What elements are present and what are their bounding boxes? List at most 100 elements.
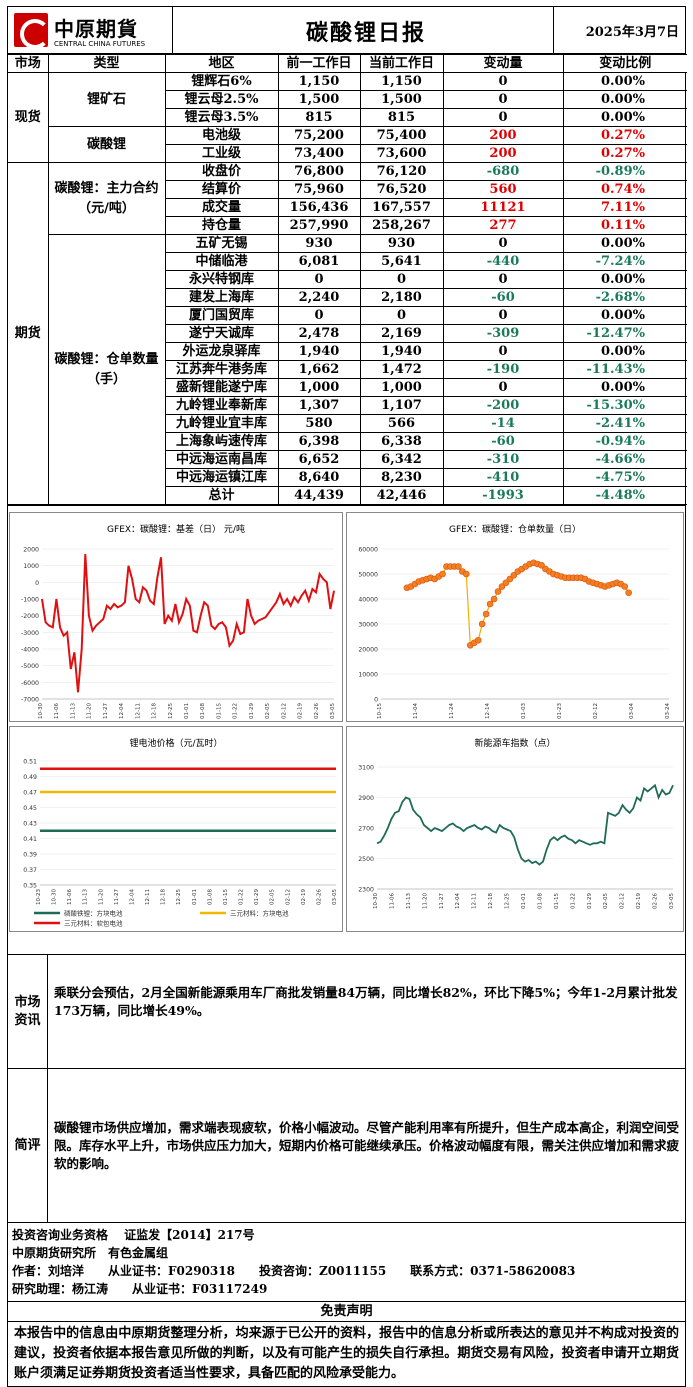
x-tick-label: 01-03 (521, 703, 527, 719)
curr-cell: 2,180 (359, 288, 444, 307)
change-cell: 0 (442, 108, 564, 127)
x-tick-label: 12-18 (152, 703, 158, 719)
x-tick-label: 01-15 (554, 893, 560, 909)
curr-cell: 0 (359, 270, 444, 289)
region-cell: 九岭锂业奉新库 (165, 396, 279, 415)
change-cell: 200 (442, 144, 564, 163)
region-cell: 遂宁天诚库 (165, 324, 279, 343)
change-pct-cell: 0.74% (562, 180, 687, 199)
x-tick-label: 11-24 (449, 703, 455, 719)
battery-chart: 锂电池价格（元/瓦时） 0.51 0.49 0.47 0.45 0.43 0.41 0.39… (9, 726, 343, 932)
x-tick-label: 12-11 (145, 889, 151, 905)
nev-index-chart-title: 新能源车指数（点） (474, 739, 556, 749)
x-tick-label: 11-06 (54, 703, 60, 719)
x-tick-label: 12-04 (129, 889, 135, 905)
change-pct-cell: -4.66% (562, 450, 687, 469)
column-header: 变动比例 (562, 54, 687, 73)
basis-series-line (41, 553, 335, 693)
change-pct-cell: -2.68% (562, 288, 687, 307)
change-pct-cell: 0.00% (562, 270, 687, 289)
comment-text: 碳酸锂市场供应增加，需求端表现疲软，价格小幅波动。尽管产能利用率有所提升，但生产… (54, 1119, 680, 1171)
legend-label: 三元材料：方块电池 (230, 909, 289, 918)
prev-cell: 76,800 (277, 162, 361, 181)
x-tick-label: 11-20 (87, 703, 93, 719)
change-pct-cell: -7.24% (562, 252, 687, 271)
x-tick-label: 11-27 (114, 889, 120, 905)
prev-cell: 8,640 (277, 468, 361, 487)
table-row: 建发上海库 2,240 2,180 -60 -2.68% (8, 288, 687, 307)
x-tick-label: 02-19 (301, 889, 307, 905)
x-tick-label: 11-06 (389, 893, 395, 909)
y-tick-label: -5000 (21, 663, 39, 670)
change-pct-cell: 0.00% (562, 378, 687, 397)
change-cell: -680 (442, 162, 564, 181)
table-row: 盛新锂能遂宁库 1,000 1,000 0 0.00% (8, 378, 687, 397)
change-cell: -440 (442, 252, 564, 271)
market-info-section: 市场资讯 乘联分会预估，2月全国新能源乘用车厂商批发销量84万辆，同比增长82%… (8, 954, 685, 1068)
region-cell: 盛新锂能遂宁库 (165, 378, 279, 397)
region-cell: 中远海运镇江库 (165, 468, 279, 487)
x-tick-label: 11-04 (413, 703, 419, 719)
logo-en: CENTRAL CHINA FUTURES (54, 40, 146, 48)
x-tick-label: 01-29 (254, 889, 260, 905)
x-tick-label: 02-19 (298, 703, 304, 719)
change-pct-cell: -0.89% (562, 162, 687, 181)
region-cell: 结算价 (165, 180, 279, 199)
x-tick-label: 12-18 (161, 889, 167, 905)
y-tick-label: 0.37 (23, 867, 37, 874)
prev-cell: 815 (277, 108, 361, 127)
prev-cell: 2,240 (277, 288, 361, 307)
prev-cell: 1,662 (277, 360, 361, 379)
warrant-point (463, 570, 470, 578)
x-tick-label: 11-27 (439, 893, 445, 909)
curr-cell: 815 (359, 108, 444, 127)
type-cell: 碳酸锂 (48, 126, 166, 163)
change-pct-cell: -4.48% (562, 486, 687, 505)
table-row: 工业级 73,400 73,600 200 0.27% (8, 144, 687, 163)
region-cell: 总计 (165, 486, 279, 505)
column-header: 变动量 (442, 54, 564, 73)
author-info: 投资咨询业务资格 证监发【2014】217号 中原期货研究所 有色金属组 作者：… (8, 1222, 685, 1301)
x-tick-label: 12-25 (176, 889, 182, 905)
x-tick-label: 01-22 (233, 703, 239, 719)
curr-cell: 75,400 (359, 126, 444, 145)
change-cell: 560 (442, 180, 564, 199)
type-cell: 锂矿石 (47, 72, 166, 127)
x-tick-label: 12-11 (135, 703, 141, 719)
x-tick-label: 03-05 (332, 889, 338, 905)
region-cell: 建发上海库 (165, 288, 279, 307)
change-cell: -1993 (442, 486, 564, 505)
y-tick-label: 0.43 (23, 821, 37, 828)
y-tick-label: 1000 (23, 563, 39, 570)
prev-cell: 1,000 (277, 378, 361, 397)
prev-cell: 44,439 (277, 486, 361, 505)
nev-index-chart: 新能源车指数（点） 3100 2900 2700 2500 2300 10-30 11-06… (346, 726, 684, 932)
y-tick-label: 0.41 (23, 836, 37, 843)
region-cell: 锂云母2.5% (165, 90, 279, 109)
y-tick-label: 10000 (358, 672, 378, 679)
change-cell: -14 (442, 414, 564, 433)
curr-cell: 8,230 (359, 468, 444, 487)
x-tick-label: 02-12 (620, 893, 626, 909)
basis-chart-title: GFEX：碳酸锂：基差（日） 元/吨 (107, 525, 245, 535)
x-tick-label: 11-27 (103, 703, 109, 719)
type-cell: 碳酸锂：仓单数量（手） (48, 234, 166, 505)
region-cell: 上海象屿速传库 (165, 432, 279, 451)
region-cell: 江苏奔牛港务库 (165, 360, 279, 379)
report-header: 中原期貨 CENTRAL CHINA FUTURES 碳酸锂日报 2025年3月… (8, 7, 685, 54)
prev-cell: 1,500 (277, 90, 361, 109)
change-pct-cell: 0.00% (562, 306, 687, 325)
x-tick-label: 01-08 (537, 893, 543, 909)
basis-chart: GFEX：碳酸锂：基差（日） 元/吨 2000 1000 0 -1000 -2000 -3… (9, 512, 343, 722)
y-tick-label: 40000 (358, 597, 378, 604)
change-pct-cell: -0.94% (562, 432, 687, 451)
table-header-row: 市场 类型 地区 前一工作日 当前工作日 变动量 变动比例 (8, 54, 687, 73)
x-tick-label: 02-26 (314, 703, 320, 719)
table-row: 上海象屿速传库 6,398 6,338 -60 -0.94% (8, 432, 687, 451)
warrant-point (502, 579, 510, 587)
region-cell: 中储临港 (165, 252, 279, 271)
warrant-point (621, 583, 629, 590)
curr-cell: 2,169 (359, 324, 444, 343)
x-tick-label: 02-26 (653, 893, 659, 909)
change-cell: 0 (442, 270, 564, 289)
